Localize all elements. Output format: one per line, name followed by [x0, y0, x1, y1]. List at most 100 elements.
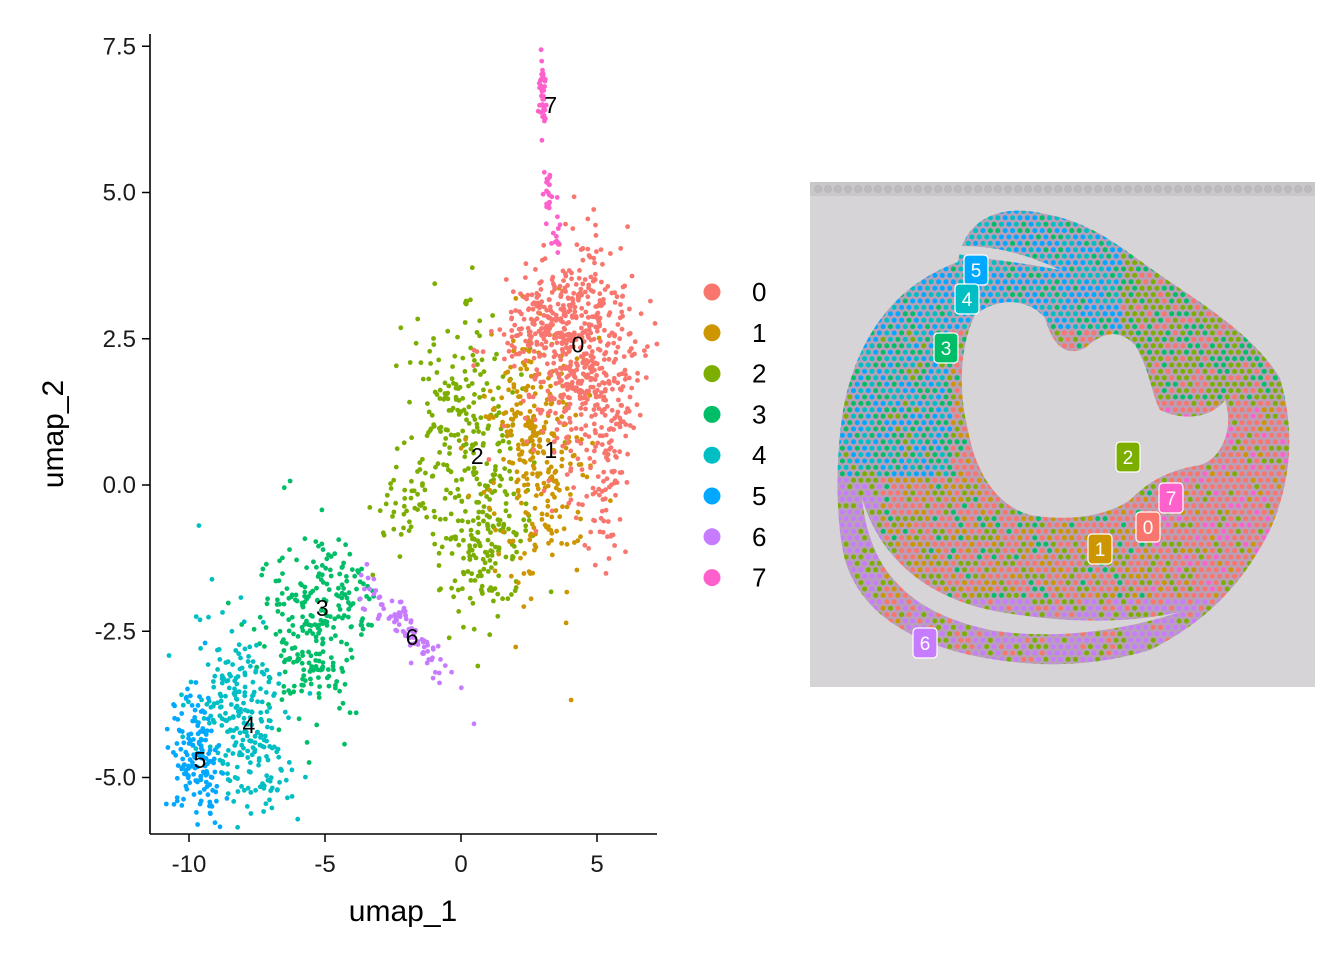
point [487, 388, 493, 394]
point [563, 620, 569, 626]
point [241, 700, 246, 706]
point [377, 594, 383, 600]
spot [862, 420, 868, 426]
point [535, 431, 541, 436]
point [258, 710, 264, 715]
spot [958, 420, 964, 426]
spot [928, 445, 934, 451]
spot [1213, 324, 1219, 330]
spot [1261, 432, 1267, 438]
point [280, 611, 285, 617]
spot [895, 336, 901, 342]
point [431, 336, 436, 341]
spot [1250, 413, 1256, 419]
point [591, 255, 597, 261]
spot [1235, 349, 1241, 355]
point [274, 749, 280, 755]
point [218, 698, 224, 704]
point [627, 423, 633, 428]
spot [1165, 356, 1171, 362]
point [381, 606, 387, 612]
point [193, 614, 199, 619]
point [215, 750, 221, 756]
point [432, 389, 438, 395]
spot [1217, 368, 1223, 374]
point [295, 652, 300, 657]
point [311, 559, 316, 565]
spot [1073, 285, 1078, 291]
capture-area-border-dots [814, 185, 1312, 193]
point [241, 787, 247, 793]
spot [1028, 285, 1034, 291]
point [216, 743, 222, 748]
spot [1161, 375, 1167, 381]
spot [1232, 356, 1238, 362]
point [477, 318, 483, 324]
point [635, 370, 640, 376]
spot [1283, 432, 1289, 438]
point [248, 760, 253, 766]
spot [1176, 400, 1182, 406]
point [401, 503, 407, 509]
point [257, 614, 263, 620]
spot [865, 464, 871, 470]
point [578, 412, 584, 417]
point [468, 578, 474, 583]
point [260, 662, 265, 667]
point [623, 422, 629, 427]
point [531, 442, 536, 448]
point [210, 703, 216, 709]
spot [1265, 452, 1271, 458]
point [336, 614, 341, 619]
point [401, 525, 406, 531]
point [241, 715, 247, 721]
spot [1172, 368, 1178, 374]
point [604, 455, 609, 460]
point [499, 395, 505, 401]
point [415, 507, 420, 512]
border-dot [1024, 185, 1032, 193]
spot [1280, 426, 1286, 432]
point [272, 691, 277, 697]
spot [862, 458, 868, 464]
spot [1180, 343, 1186, 349]
point [481, 387, 486, 393]
spot [1058, 247, 1064, 253]
spot [1209, 343, 1215, 349]
spot [1269, 368, 1275, 374]
spot [1261, 458, 1267, 464]
point [511, 529, 517, 535]
spot [906, 368, 912, 374]
point [592, 260, 597, 266]
point [342, 741, 347, 747]
border-dot [814, 185, 822, 193]
spot [869, 356, 875, 362]
spot [1191, 349, 1197, 355]
spot [1058, 234, 1064, 240]
point [528, 457, 533, 463]
point [448, 432, 454, 438]
spot [1221, 362, 1226, 368]
point [264, 667, 270, 673]
spot [950, 279, 956, 285]
point [543, 345, 549, 351]
point [611, 340, 617, 346]
spot [1202, 330, 1208, 336]
point [194, 764, 200, 770]
point [349, 567, 355, 572]
point [294, 557, 299, 563]
spot [895, 349, 901, 355]
point [539, 342, 544, 347]
spot [1106, 266, 1112, 272]
spot [1098, 253, 1104, 259]
spot [1147, 311, 1152, 317]
point [460, 586, 465, 592]
point [328, 655, 334, 660]
spot [910, 311, 916, 317]
spot [899, 445, 905, 451]
point [314, 585, 319, 591]
spot [1117, 285, 1123, 291]
spot [1228, 426, 1234, 432]
point [165, 745, 171, 750]
spot [1128, 304, 1134, 310]
